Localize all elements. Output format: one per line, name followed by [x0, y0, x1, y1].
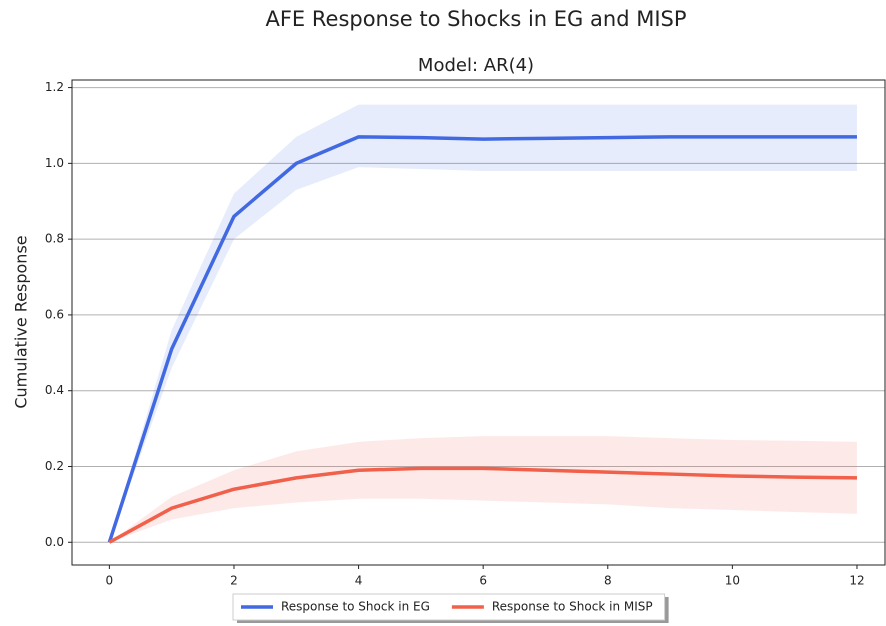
x-tick-label: 12 [849, 574, 864, 588]
y-tick-label: 0.0 [45, 535, 64, 549]
x-tick-label: 0 [106, 574, 114, 588]
y-tick-label: 0.6 [45, 307, 64, 321]
y-tick-label: 0.8 [45, 232, 64, 246]
y-tick-label: 1.0 [45, 156, 64, 170]
confidence-band [109, 104, 857, 543]
chart-subtitle: Model: AR(4) [418, 55, 534, 76]
line [108, 466, 857, 544]
legend-label: Response to Shock in MISP [492, 600, 653, 614]
x-tick-label: 4 [355, 574, 363, 588]
legend-label: Response to Shock in EG [281, 600, 430, 614]
y-tick-label: 0.2 [45, 459, 64, 473]
confidence-band [109, 436, 857, 543]
line [107, 135, 857, 543]
legend-box [232, 593, 666, 621]
y-tick-label: 1.2 [45, 80, 64, 94]
x-tick-label: 2 [230, 574, 238, 588]
x-tick-label: 10 [725, 574, 740, 588]
x-tick-label: 8 [604, 574, 612, 588]
legend: Response to Shock in EG Response to Shock… [232, 593, 669, 623]
chart-title: AFE Response to Shocks in EG and MISP [265, 7, 686, 31]
y-tick-label: 0.4 [45, 383, 64, 397]
x-tick-label: 6 [479, 574, 487, 588]
plot-frame [71, 79, 886, 566]
y-axis-label: Cumulative Response [12, 235, 31, 408]
